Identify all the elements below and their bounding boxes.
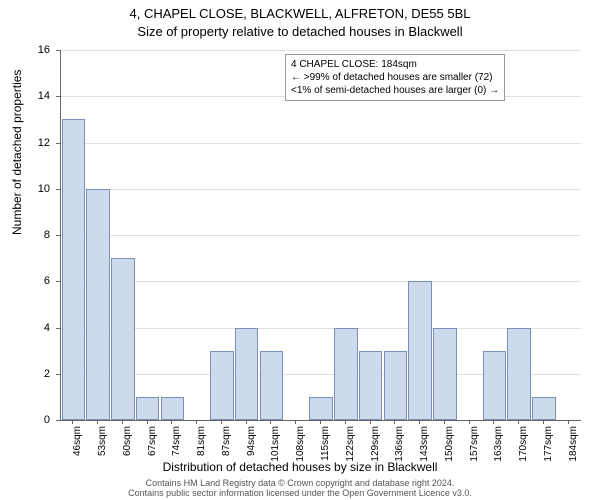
xtick-label: 101sqm: [270, 426, 281, 466]
chart-area: [60, 50, 581, 421]
xtick-label: 74sqm: [171, 426, 182, 466]
infobox-line1: 4 CHAPEL CLOSE: 184sqm: [291, 58, 499, 71]
bar: [532, 397, 556, 420]
ytick-label: 4: [0, 322, 50, 334]
bar: [161, 397, 185, 420]
xtick-label: 184sqm: [568, 426, 579, 466]
chart-container: 4, CHAPEL CLOSE, BLACKWELL, ALFRETON, DE…: [0, 0, 600, 500]
xtick-label: 53sqm: [97, 426, 108, 466]
footer-text: Contains HM Land Registry data © Crown c…: [0, 478, 600, 498]
xtick-label: 108sqm: [295, 426, 306, 466]
xtick-label: 87sqm: [221, 426, 232, 466]
page-title: 4, CHAPEL CLOSE, BLACKWELL, ALFRETON, DE…: [0, 6, 600, 21]
bar: [235, 328, 259, 421]
bar: [260, 351, 284, 420]
ytick-label: 10: [0, 183, 50, 195]
xtick-label: 170sqm: [518, 426, 529, 466]
ytick-label: 8: [0, 229, 50, 241]
xtick-label: 136sqm: [394, 426, 405, 466]
xtick-label: 115sqm: [320, 426, 331, 466]
property-info-box: 4 CHAPEL CLOSE: 184sqm ← >99% of detache…: [285, 54, 505, 101]
bar: [62, 119, 86, 420]
bar: [384, 351, 408, 420]
xtick-label: 46sqm: [72, 426, 83, 466]
xtick-label: 150sqm: [444, 426, 455, 466]
ytick-label: 2: [0, 368, 50, 380]
infobox-line3: <1% of semi-detached houses are larger (…: [291, 84, 499, 97]
bar: [210, 351, 234, 420]
ytick-label: 12: [0, 137, 50, 149]
bar: [483, 351, 507, 420]
xtick-label: 122sqm: [345, 426, 356, 466]
bar: [359, 351, 383, 420]
xtick-label: 157sqm: [469, 426, 480, 466]
bar: [136, 397, 160, 420]
bar: [309, 397, 333, 420]
ytick-label: 6: [0, 275, 50, 287]
ytick-label: 16: [0, 44, 50, 56]
bar: [408, 281, 432, 420]
infobox-line2: ← >99% of detached houses are smaller (7…: [291, 71, 499, 84]
ytick-label: 14: [0, 90, 50, 102]
bar: [334, 328, 358, 421]
xtick-label: 163sqm: [493, 426, 504, 466]
xtick-label: 67sqm: [147, 426, 158, 466]
bar: [86, 189, 110, 420]
bar: [507, 328, 531, 421]
xtick-label: 60sqm: [122, 426, 133, 466]
page-subtitle: Size of property relative to detached ho…: [0, 24, 600, 39]
bar: [433, 328, 457, 421]
xtick-label: 129sqm: [370, 426, 381, 466]
xtick-label: 143sqm: [419, 426, 430, 466]
xtick-label: 177sqm: [543, 426, 554, 466]
ytick-label: 0: [0, 414, 50, 426]
xtick-label: 81sqm: [196, 426, 207, 466]
bar: [111, 258, 135, 420]
xtick-label: 94sqm: [246, 426, 257, 466]
